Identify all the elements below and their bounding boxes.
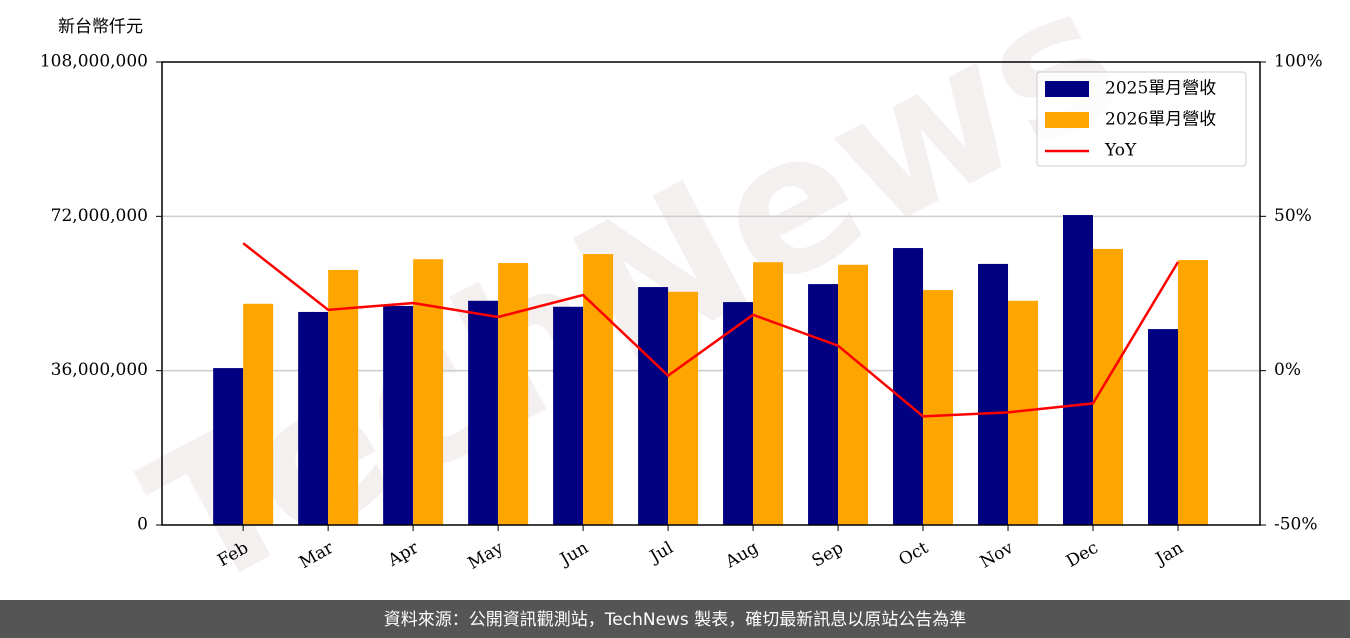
footer: 資料來源：公開資訊觀測站，TechNews 製表，確切最新訊息以原站公告為準 xyxy=(384,610,966,630)
bar xyxy=(923,290,954,525)
bar xyxy=(298,311,329,525)
bar xyxy=(638,287,669,525)
bar xyxy=(1147,329,1178,525)
bar xyxy=(808,284,839,525)
y-tick-label: 72,000,000 xyxy=(51,206,148,226)
bar xyxy=(553,306,584,525)
y2-tick-label: 0% xyxy=(1274,360,1301,380)
bar xyxy=(583,254,614,525)
y-tick-label: 36,000,000 xyxy=(51,360,148,380)
bar xyxy=(1177,260,1208,525)
bar xyxy=(243,303,274,525)
bar xyxy=(328,269,359,525)
legend-label: YoY xyxy=(1104,141,1137,161)
bar xyxy=(893,248,924,525)
yoy-line xyxy=(242,242,1180,418)
legend-swatch xyxy=(1045,112,1089,128)
bar xyxy=(668,291,699,525)
y-axis-label: 新台幣仟元 xyxy=(58,17,143,37)
y2-tick-label: 50% xyxy=(1274,206,1312,226)
bar xyxy=(1093,248,1124,526)
y-tick-label: 108,000,000 xyxy=(40,52,148,72)
bar xyxy=(213,368,244,525)
bar xyxy=(498,263,529,525)
bar xyxy=(1063,215,1094,525)
plot-frame xyxy=(161,61,1261,526)
bar xyxy=(468,300,499,525)
bar xyxy=(723,302,754,525)
legend-swatch xyxy=(1045,81,1089,97)
legend-label: 2025單月營收 xyxy=(1105,79,1216,99)
legend-label: 2026單月營收 xyxy=(1105,110,1216,130)
bar xyxy=(753,262,784,525)
y2-tick-label: -50% xyxy=(1274,515,1318,535)
y-tick-label: 0 xyxy=(137,515,148,535)
footer-bar xyxy=(0,600,1350,638)
bar xyxy=(383,305,414,525)
bar xyxy=(838,264,869,525)
bar xyxy=(978,263,1009,525)
legend-box xyxy=(1036,71,1247,167)
bar xyxy=(413,259,444,525)
y2-tick-label: 100% xyxy=(1274,52,1323,72)
